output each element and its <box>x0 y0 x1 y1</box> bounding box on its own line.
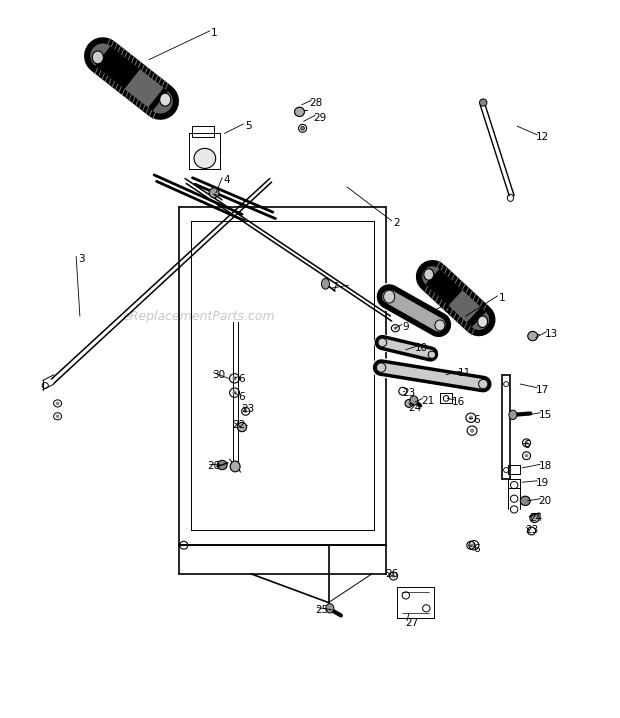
Ellipse shape <box>530 513 539 523</box>
Text: 29: 29 <box>313 113 327 123</box>
Ellipse shape <box>56 401 60 405</box>
Ellipse shape <box>470 429 474 433</box>
Ellipse shape <box>525 441 528 444</box>
Text: 23: 23 <box>402 388 415 398</box>
Text: 26: 26 <box>385 569 398 579</box>
Text: 10: 10 <box>415 343 428 353</box>
Ellipse shape <box>469 416 473 420</box>
Text: 6: 6 <box>239 392 246 402</box>
Text: 5: 5 <box>245 121 252 131</box>
Text: 8: 8 <box>443 304 450 314</box>
Text: 18: 18 <box>538 462 552 472</box>
Ellipse shape <box>477 316 487 327</box>
Ellipse shape <box>232 376 237 381</box>
Text: 7: 7 <box>332 282 338 292</box>
Ellipse shape <box>217 460 227 470</box>
Text: 9: 9 <box>402 322 409 332</box>
Text: 12: 12 <box>535 132 549 142</box>
Text: 1: 1 <box>498 293 505 303</box>
Text: 6: 6 <box>239 374 246 384</box>
Text: 17: 17 <box>535 385 549 395</box>
Text: 1: 1 <box>211 28 218 38</box>
Ellipse shape <box>56 414 60 418</box>
Text: 6: 6 <box>474 544 480 554</box>
Text: 20: 20 <box>539 496 552 506</box>
Ellipse shape <box>244 409 247 413</box>
Ellipse shape <box>520 496 530 505</box>
Ellipse shape <box>230 461 240 472</box>
Ellipse shape <box>428 351 436 358</box>
Ellipse shape <box>509 410 517 419</box>
Ellipse shape <box>435 320 445 331</box>
Ellipse shape <box>392 574 396 578</box>
Ellipse shape <box>472 543 476 547</box>
Ellipse shape <box>294 107 304 116</box>
Ellipse shape <box>424 269 434 280</box>
Ellipse shape <box>92 51 104 64</box>
Ellipse shape <box>378 338 387 347</box>
Text: 11: 11 <box>458 368 471 378</box>
Ellipse shape <box>326 604 334 613</box>
Text: 6: 6 <box>523 440 530 450</box>
Ellipse shape <box>405 399 413 407</box>
Ellipse shape <box>194 149 216 169</box>
Ellipse shape <box>301 126 304 130</box>
Ellipse shape <box>232 391 237 395</box>
Text: 2: 2 <box>393 218 400 228</box>
Ellipse shape <box>321 279 329 289</box>
Ellipse shape <box>410 396 418 405</box>
Text: 4: 4 <box>223 175 230 185</box>
Text: 25: 25 <box>316 605 329 615</box>
Text: 21: 21 <box>421 396 434 406</box>
Text: 6: 6 <box>474 415 480 425</box>
Text: 15: 15 <box>538 410 552 420</box>
Ellipse shape <box>384 290 395 303</box>
Text: 3: 3 <box>78 253 84 264</box>
Text: 28: 28 <box>309 98 323 108</box>
Ellipse shape <box>525 454 528 457</box>
Ellipse shape <box>528 332 538 341</box>
Ellipse shape <box>479 379 488 388</box>
Ellipse shape <box>237 422 247 432</box>
Text: 23: 23 <box>525 525 538 534</box>
Text: 24: 24 <box>529 513 542 523</box>
Ellipse shape <box>469 544 472 547</box>
Ellipse shape <box>209 188 219 198</box>
Ellipse shape <box>160 93 171 106</box>
Ellipse shape <box>479 99 487 106</box>
Text: 24: 24 <box>409 403 422 413</box>
Text: 22: 22 <box>232 420 246 430</box>
Text: 27: 27 <box>405 617 419 628</box>
Ellipse shape <box>394 327 397 330</box>
Text: 20: 20 <box>208 462 221 472</box>
Text: 19: 19 <box>535 478 549 488</box>
Text: eReplacementParts.com: eReplacementParts.com <box>122 309 275 322</box>
Text: 13: 13 <box>544 329 558 339</box>
Text: 30: 30 <box>212 370 225 380</box>
Ellipse shape <box>376 363 386 372</box>
Text: 16: 16 <box>452 397 465 407</box>
Text: 23: 23 <box>242 404 255 414</box>
